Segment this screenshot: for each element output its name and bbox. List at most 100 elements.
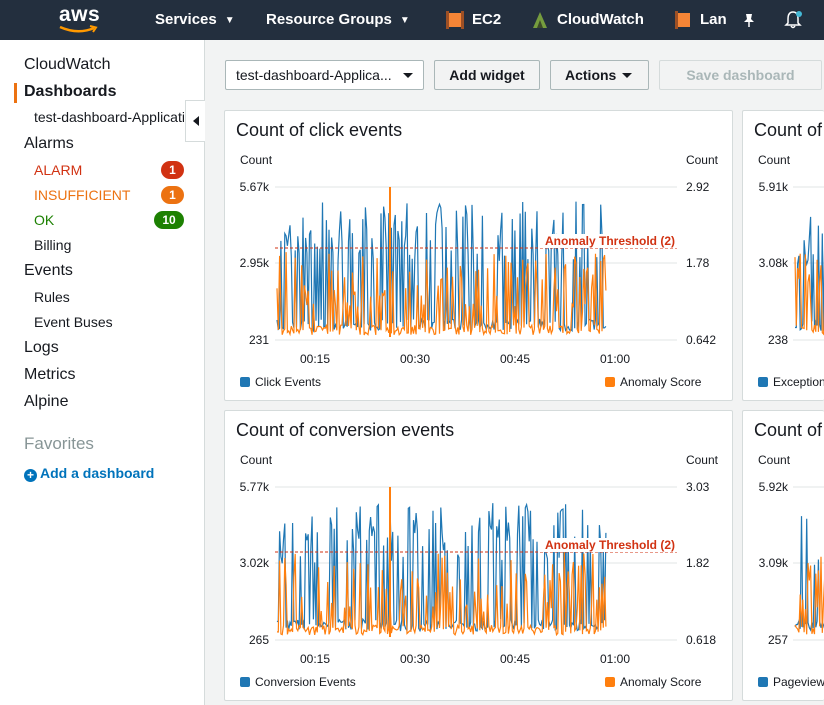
plus-circle-icon: + (24, 469, 37, 482)
left-tick-label: 5.67k (240, 180, 270, 194)
series-line (276, 201, 607, 333)
legend-swatch (605, 677, 615, 687)
actions-button[interactable]: Actions (550, 60, 649, 90)
left-tick-label: 5.91k (759, 180, 789, 194)
legend-swatch (758, 377, 768, 387)
widget-title: Count of (754, 420, 823, 440)
threshold-label-bg (539, 234, 677, 248)
right-tick-label: 0.618 (686, 633, 716, 647)
x-tick-label: 00:30 (400, 352, 430, 366)
cloudwatch-shortcut[interactable]: CloudWatch (557, 11, 644, 28)
legend-item[interactable]: Anomaly Score (605, 675, 701, 689)
anomaly-score-series (276, 487, 607, 637)
left-tick-label: 5.77k (240, 480, 270, 494)
sidebar-item-dashboard[interactable]: test-dashboard-ApplicationMetrics (34, 109, 184, 125)
sidebar-item-rules[interactable]: Rules (34, 289, 70, 305)
add-widget-button[interactable]: Add widget (434, 60, 540, 90)
x-tick-label: 00:45 (500, 352, 530, 366)
anomaly-score-series (794, 253, 824, 336)
sidebar-item-metrics[interactable]: Metrics (24, 366, 76, 383)
pageview-events-chart: Count 5.92k 3.09k 257 (758, 453, 824, 647)
legend-item[interactable]: Pageview (758, 675, 824, 689)
sidebar-item-alarm[interactable]: ALARM (34, 162, 83, 178)
legend-item[interactable]: Click Events (240, 375, 321, 389)
sidebar-item-cloudwatch[interactable]: CloudWatch (24, 56, 111, 73)
caret-down-icon (622, 73, 632, 78)
widget-conversion-events[interactable]: Count of conversion events Count Count 5… (224, 410, 733, 701)
left-tick-label: 5.92k (759, 480, 789, 494)
left-tick-label: 2.95k (240, 256, 270, 270)
resource-groups-menu[interactable]: Resource Groups ▼ (266, 0, 410, 40)
legend-item[interactable]: Anomaly Score (605, 375, 701, 389)
add-dashboard-label: Add a dashboard (40, 465, 155, 481)
sidebar-item-insufficient[interactable]: INSUFFICIENT (34, 187, 131, 203)
sidebar-item-alarms[interactable]: Alarms (24, 135, 74, 152)
sidebar-item-ok[interactable]: OK (34, 212, 55, 228)
series-line (794, 556, 824, 635)
dashboard-select-value: test-dashboard-Applica... (236, 67, 392, 83)
lambda-icon (675, 11, 690, 29)
sidebar-item-event-buses[interactable]: Event Buses (34, 314, 113, 330)
anomaly-score-series (794, 556, 824, 635)
left-tick-label: 231 (249, 333, 269, 347)
series-line (276, 551, 607, 637)
alarm-count-badge: 1 (161, 161, 184, 179)
legend-swatch (240, 377, 250, 387)
pin-icon[interactable] (741, 12, 757, 28)
legend-swatch (758, 677, 768, 687)
left-tick-label: 265 (249, 633, 269, 647)
favorites-heading: Favorites (24, 434, 94, 453)
left-unit-label: Count (240, 153, 273, 167)
ok-count-badge: 10 (154, 211, 184, 229)
left-unit-label: Count (758, 153, 791, 167)
left-tick-label: 257 (768, 633, 788, 647)
left-tick-label: 3.08k (759, 256, 789, 270)
legend-swatch (605, 377, 615, 387)
aws-logo[interactable]: aws (58, 3, 102, 37)
legend-label: Exception (773, 375, 824, 389)
services-menu[interactable]: Services ▼ (155, 0, 235, 40)
collapse-sidebar-button[interactable] (185, 100, 205, 142)
sidebar-item-logs[interactable]: Logs (24, 339, 59, 356)
dashboard-select[interactable]: test-dashboard-Applica... (225, 60, 424, 90)
add-dashboard-link[interactable]: + Add a dashboard (24, 465, 154, 482)
x-tick-label: 00:30 (400, 652, 430, 666)
widget-title: Count of (754, 120, 823, 140)
right-unit-label: Count (686, 453, 719, 467)
legend-swatch (240, 677, 250, 687)
conversion-events-series (276, 502, 607, 633)
right-tick-label: 0.642 (686, 333, 716, 347)
sidebar-item-events[interactable]: Events (24, 262, 73, 279)
legend-label: Click Events (255, 375, 322, 389)
widget-pageview-events[interactable]: Count of Count 5.92k 3.09k 257 Pageview (742, 410, 824, 701)
top-navigation-bar: aws Services ▼ Resource Groups ▼ EC2 Cloud… (0, 0, 824, 40)
aws-smile-icon (59, 25, 98, 33)
legend-item[interactable]: Conversion Events (240, 675, 356, 689)
legend-label: Anomaly Score (620, 375, 702, 389)
anomaly-threshold-label: Anomaly Threshold (2) (545, 538, 675, 552)
left-unit-label: Count (240, 453, 273, 467)
sidebar-item-billing[interactable]: Billing (34, 237, 72, 253)
right-unit-label: Count (686, 153, 719, 167)
ec2-shortcut[interactable]: EC2 (472, 11, 502, 28)
sidebar-item-dashboards[interactable]: Dashboards (24, 83, 117, 100)
chevron-down-icon: ▼ (224, 15, 235, 26)
x-tick-label: 00:15 (300, 652, 330, 666)
left-tick-label: 3.09k (759, 556, 789, 570)
sidebar: CloudWatch Dashboards test-dashboard-App… (0, 40, 205, 705)
anomaly-score-series (276, 187, 607, 337)
active-indicator (14, 83, 17, 103)
left-tick-label: 3.02k (240, 556, 270, 570)
legend-item[interactable]: Exception (758, 375, 824, 389)
bell-icon[interactable] (783, 10, 803, 30)
sidebar-item-alpine[interactable]: Alpine (24, 393, 69, 410)
save-dashboard-button[interactable]: Save dashboard (659, 60, 822, 90)
widget-click-events[interactable]: Count of click events Count Count 5.67k … (224, 110, 733, 401)
right-tick-label: 3.03 (686, 480, 710, 494)
widget-exception-events[interactable]: Count of Count 5.91k 3.08k 238 Exception (742, 110, 824, 401)
insufficient-count-badge: 1 (161, 186, 184, 204)
x-tick-label: 00:45 (500, 652, 530, 666)
lambda-shortcut[interactable]: Lan (700, 11, 726, 28)
conversion-events-chart: Count Count 5.77k 3.02k 265 3.03 1.82 0.… (240, 453, 719, 666)
series-line (276, 502, 607, 633)
